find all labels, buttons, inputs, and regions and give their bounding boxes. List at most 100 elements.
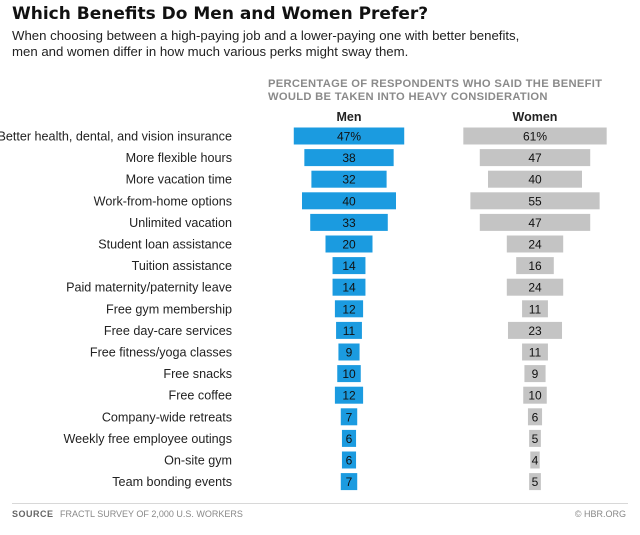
category-label: Company-wide retreats: [102, 410, 232, 424]
men-value-label: 7: [346, 410, 353, 424]
women-bar: [479, 213, 591, 231]
source-text: FRACTL SURVEY OF 2,000 U.S. WORKERS: [60, 509, 243, 519]
women-value-label: 4: [532, 454, 539, 468]
men-value-label: 10: [342, 367, 356, 381]
women-value-label: 16: [528, 259, 542, 273]
men-column-header: Men: [337, 110, 362, 124]
women-value-label: 40: [528, 173, 542, 187]
category-label: Unlimited vacation: [129, 216, 232, 230]
men-value-label: 6: [346, 432, 353, 446]
men-bar: [334, 386, 364, 404]
men-value-label: 14: [342, 259, 356, 273]
women-bar: [479, 149, 591, 167]
men-value-label: 6: [346, 454, 353, 468]
women-bar: [527, 408, 543, 426]
men-bar: [304, 149, 394, 167]
men-bar: [293, 127, 405, 145]
subtitle-line-1: When choosing between a high-paying job …: [12, 28, 520, 43]
credit-label: © HBR.ORG: [574, 509, 626, 519]
header-note-line-2: WOULD BE TAKEN INTO HEAVY CONSIDERATION: [268, 91, 548, 103]
men-bar: [337, 365, 361, 383]
category-label: Team bonding events: [112, 475, 232, 489]
women-value-label: 24: [528, 281, 542, 295]
women-bar: [506, 278, 564, 296]
women-column-header: Women: [513, 110, 558, 124]
women-value-label: 23: [528, 324, 542, 338]
men-bar: [332, 278, 366, 296]
category-label: More flexible hours: [126, 151, 232, 165]
men-value-label: 14: [342, 281, 356, 295]
category-label: Better health, dental, and vision insura…: [0, 130, 232, 144]
men-value-label: 32: [342, 173, 356, 187]
men-bar: [341, 429, 357, 447]
source-note: SOURCE FRACTL SURVEY OF 2,000 U.S. WORKE…: [12, 509, 243, 519]
men-value-label: 12: [342, 389, 356, 403]
chart-title: Which Benefits Do Men and Women Prefer?: [12, 4, 429, 24]
women-bar: [506, 235, 564, 253]
men-value-label: 47%: [337, 130, 361, 144]
women-value-label: 11: [529, 302, 542, 316]
men-value-label: 33: [342, 216, 356, 230]
men-bar: [302, 192, 396, 210]
women-bar: [507, 321, 563, 339]
source-label: SOURCE: [12, 509, 54, 519]
women-bar: [463, 127, 607, 145]
subtitle-line-2: men and women differ in how much various…: [12, 44, 409, 59]
men-bar: [311, 170, 387, 188]
women-bar: [488, 170, 582, 188]
category-label: Free gym membership: [106, 302, 232, 316]
men-value-label: 11: [343, 324, 356, 338]
women-value-label: 47: [528, 216, 542, 230]
women-bar: [522, 343, 548, 361]
category-label: Tuition assistance: [132, 259, 232, 273]
women-value-label: 24: [528, 238, 542, 252]
women-value-label: 55: [528, 194, 542, 208]
women-value-label: 61%: [523, 130, 547, 144]
men-bar: [340, 473, 358, 491]
women-value-label: 10: [528, 389, 542, 403]
women-bar: [516, 257, 554, 275]
women-value-label: 5: [532, 475, 539, 489]
women-bar: [470, 192, 600, 210]
category-label: Work-from-home options: [94, 194, 232, 208]
women-bar: [530, 451, 540, 469]
women-bar: [529, 429, 541, 447]
women-bar: [524, 365, 546, 383]
category-label: Student loan assistance: [98, 238, 232, 252]
header-note-line-1: PERCENTAGE OF RESPONDENTS WHO SAID THE B…: [268, 78, 603, 90]
category-label: Paid maternity/paternity leave: [66, 281, 232, 295]
women-value-label: 9: [532, 367, 539, 381]
chart-subtitle: When choosing between a high-paying job …: [12, 28, 572, 60]
women-bar: [522, 300, 548, 318]
men-bar: [310, 213, 388, 231]
category-label: Free fitness/yoga classes: [90, 346, 232, 360]
women-bar: [523, 386, 547, 404]
category-label: Weekly free employee outings: [64, 432, 232, 446]
men-bar: [332, 257, 366, 275]
men-value-label: 12: [342, 302, 356, 316]
men-bar: [340, 408, 358, 426]
men-bar: [334, 300, 364, 318]
women-value-label: 11: [529, 346, 542, 360]
category-label: More vacation time: [126, 173, 232, 187]
men-value-label: 20: [342, 238, 356, 252]
men-value-label: 38: [342, 151, 356, 165]
men-value-label: 9: [346, 346, 353, 360]
men-value-label: 40: [342, 194, 356, 208]
men-bar: [325, 235, 373, 253]
men-bar: [338, 343, 360, 361]
category-label: Free coffee: [169, 389, 232, 403]
men-bar: [336, 321, 362, 339]
column-header-note: PERCENTAGE OF RESPONDENTS WHO SAID THE B…: [268, 78, 602, 104]
category-label: Free day-care services: [104, 324, 232, 338]
women-value-label: 6: [532, 410, 539, 424]
women-value-label: 47: [528, 151, 542, 165]
footer-divider: [12, 503, 628, 504]
women-bar: [529, 473, 541, 491]
men-value-label: 7: [346, 475, 353, 489]
category-label: Free snacks: [163, 367, 232, 381]
men-bar: [341, 451, 357, 469]
women-value-label: 5: [532, 432, 539, 446]
category-label: On-site gym: [164, 454, 232, 468]
